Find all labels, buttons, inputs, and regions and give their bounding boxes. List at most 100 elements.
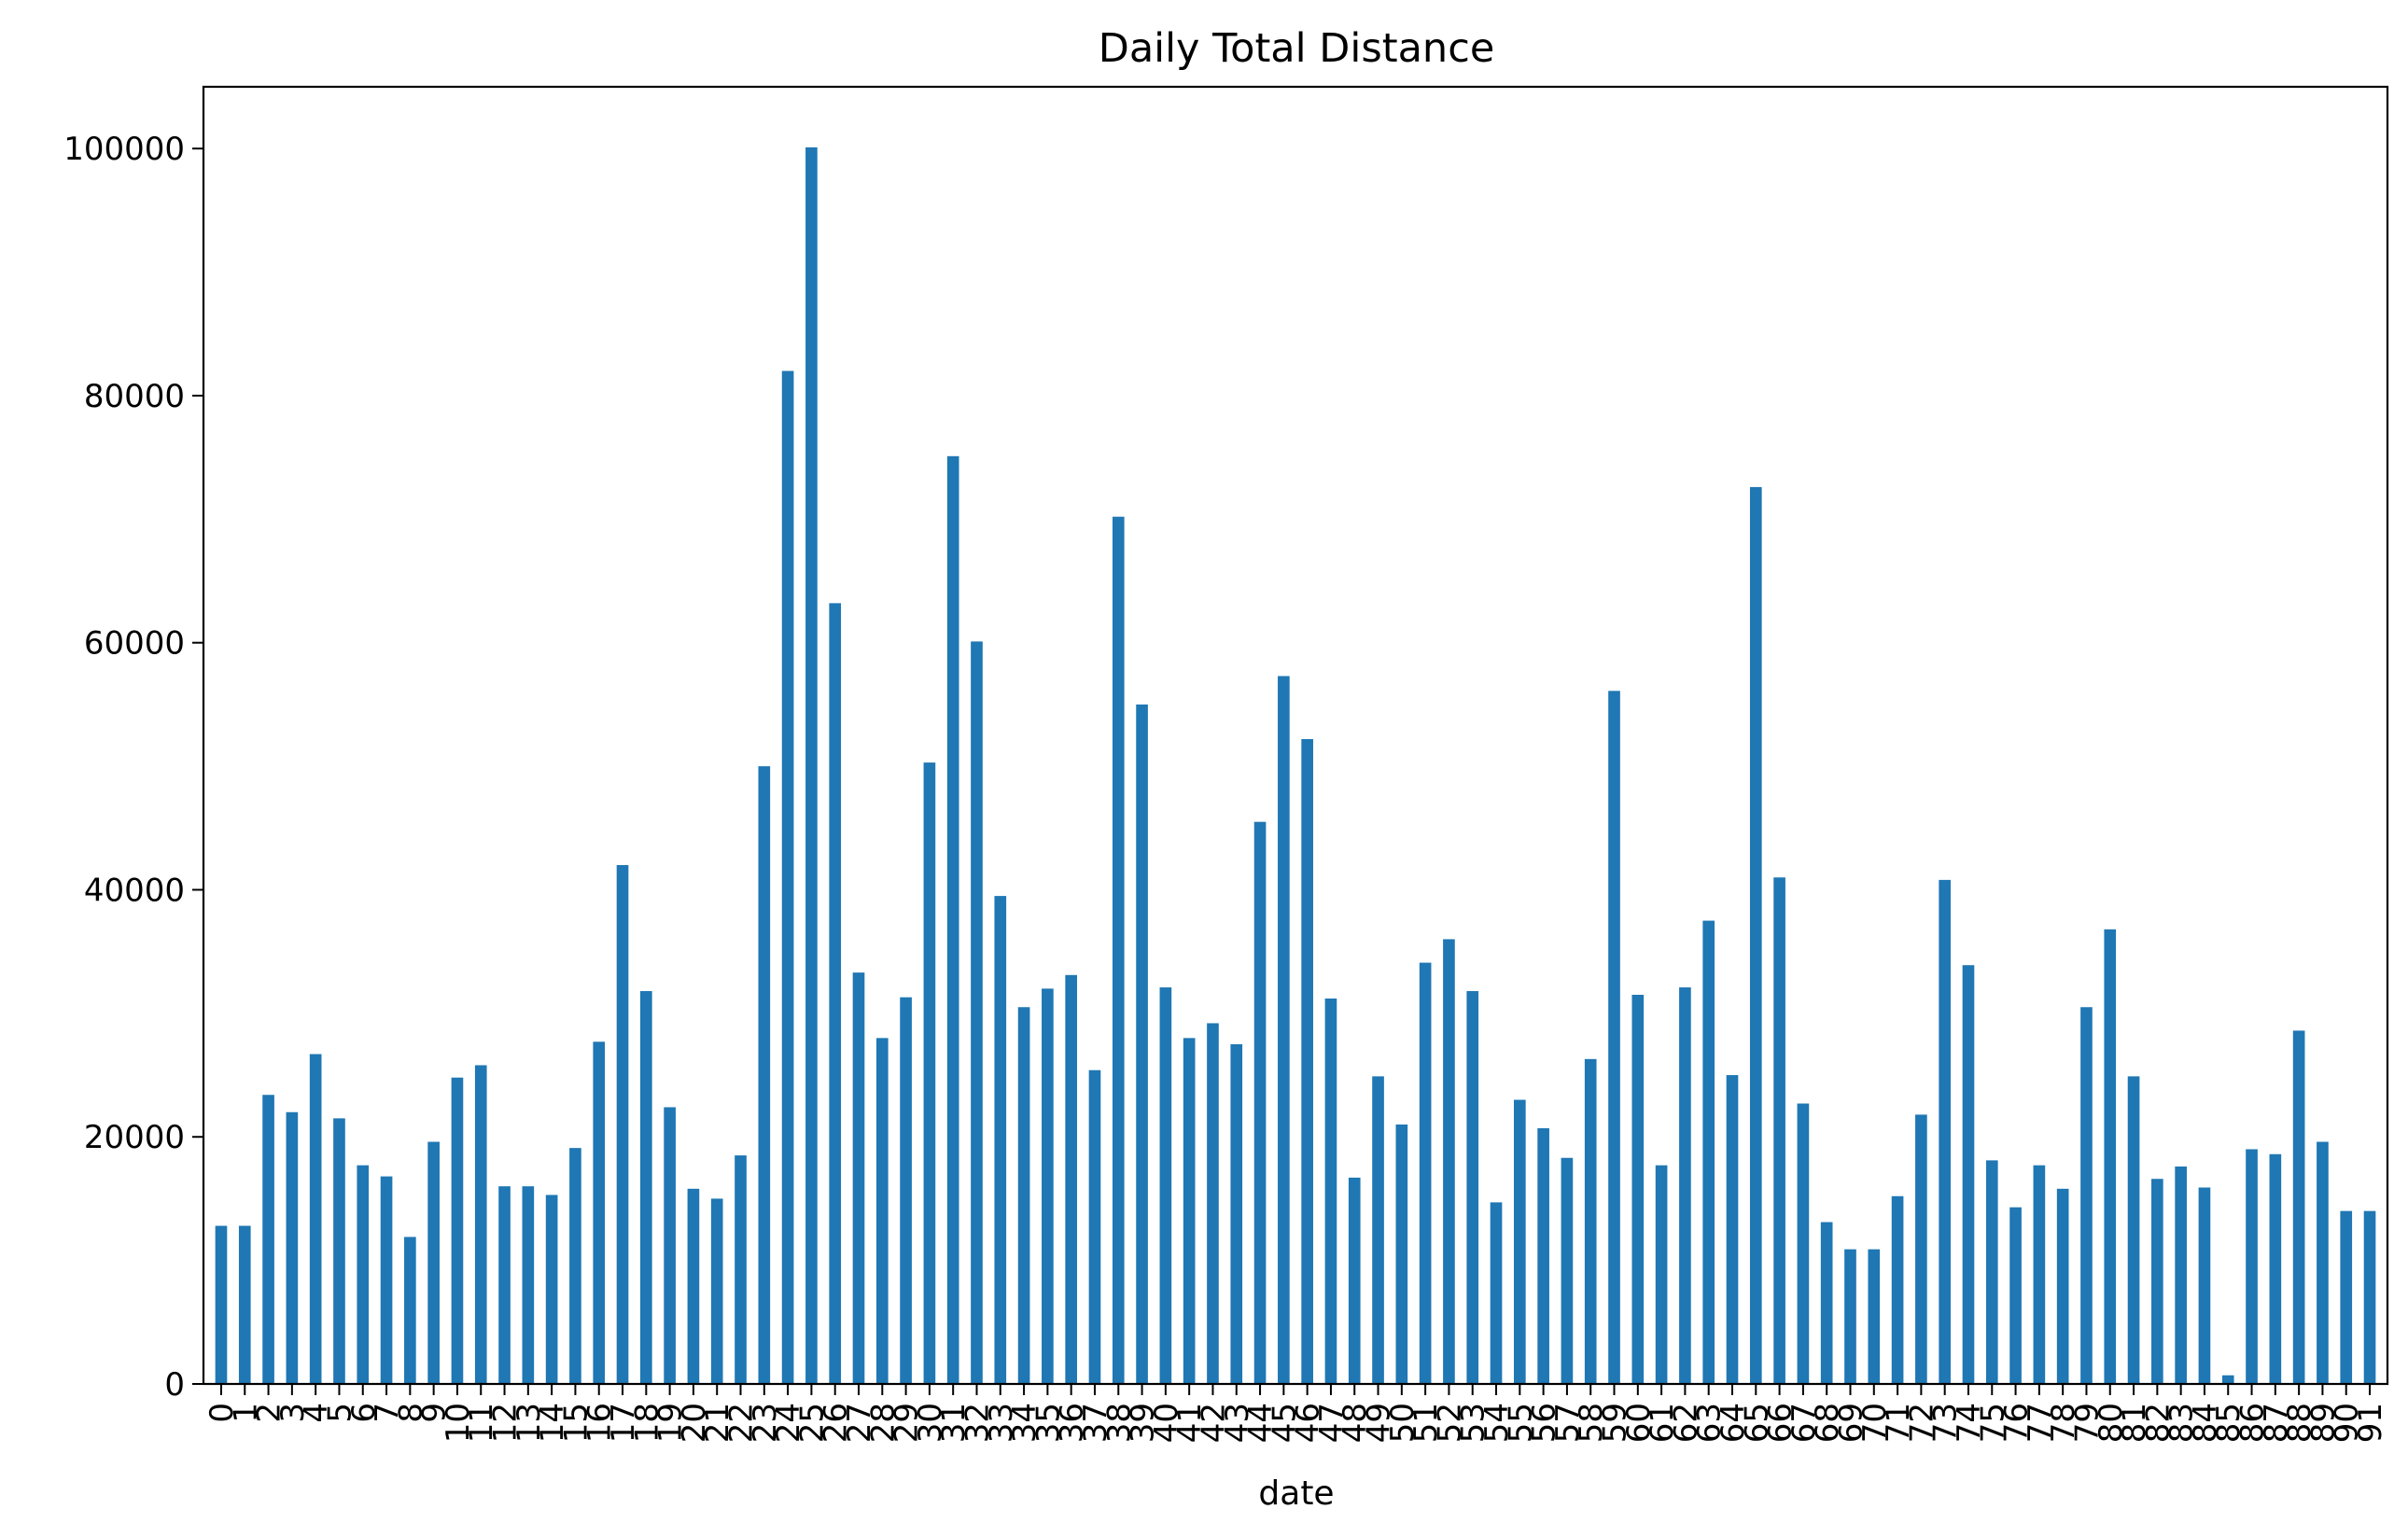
x-tick-label: 75	[1974, 1403, 2011, 1443]
x-tick-label: 84	[2187, 1403, 2224, 1443]
x-tick-label: 55	[1502, 1403, 1539, 1443]
x-tick-label: 67	[1785, 1403, 1823, 1443]
bar-85	[2221, 1375, 2234, 1384]
x-tick-label: 22	[723, 1403, 761, 1443]
x-tick-label: 32	[959, 1403, 996, 1443]
plot-frame	[202, 85, 2389, 1386]
x-tick-label: 35	[1029, 1403, 1067, 1443]
bar-11	[474, 1065, 487, 1384]
x-tick-label: 33	[983, 1403, 1020, 1443]
x-tick-label: 77	[2022, 1403, 2059, 1443]
bar-5	[333, 1118, 345, 1384]
bar-34	[1017, 1007, 1030, 1384]
bar-68	[1820, 1222, 1833, 1384]
x-tick-label: 76	[1998, 1403, 2036, 1443]
x-tick-label: 0	[203, 1403, 241, 1423]
y-tick-label: 40000	[84, 872, 185, 909]
x-tick-label: 82	[2139, 1403, 2177, 1443]
bar-27	[852, 972, 865, 1384]
bar-7	[380, 1176, 393, 1384]
bar-53	[1466, 991, 1479, 1384]
bar-76	[2009, 1207, 2022, 1384]
bar-60	[1631, 995, 1645, 1384]
bar-1	[238, 1225, 251, 1384]
x-tick-label: 81	[2116, 1403, 2153, 1443]
bar-33	[994, 896, 1007, 1384]
x-tick-label: 70	[1856, 1403, 1894, 1443]
x-tick-label: 37	[1077, 1403, 1114, 1443]
bar-84	[2198, 1187, 2211, 1384]
bar-91	[2363, 1210, 2376, 1384]
bar-44	[1253, 821, 1267, 1384]
bar-66	[1773, 877, 1785, 1384]
bar-24	[781, 370, 794, 1385]
x-tick-label: 83	[2163, 1403, 2201, 1443]
x-tick-label: 71	[1880, 1403, 1917, 1443]
bar-3	[286, 1111, 299, 1384]
bar-43	[1230, 1043, 1243, 1384]
y-tick-label: 60000	[84, 625, 185, 663]
bar-22	[735, 1155, 747, 1384]
x-tick-label: 50	[1384, 1403, 1421, 1443]
x-tick-label: 23	[747, 1403, 784, 1443]
x-tick-label: 9	[416, 1403, 454, 1423]
x-tick-label: 4	[298, 1403, 335, 1423]
x-tick-label: 6	[345, 1403, 383, 1423]
bar-30	[923, 762, 936, 1384]
x-tick-label: 46	[1290, 1403, 1327, 1443]
bar-72	[1915, 1114, 1927, 1384]
bar-17	[616, 865, 629, 1384]
x-tick-label: 52	[1431, 1403, 1468, 1443]
x-tick-label: 27	[841, 1403, 878, 1443]
x-tick-label: 17	[605, 1403, 642, 1443]
bar-69	[1844, 1249, 1856, 1384]
bar-8	[404, 1237, 416, 1384]
bar-74	[1962, 965, 1975, 1384]
x-tick-label: 12	[487, 1403, 525, 1443]
bar-25	[805, 147, 818, 1384]
bar-45	[1278, 676, 1290, 1384]
x-tick-label: 13	[511, 1403, 548, 1443]
bar-23	[758, 766, 771, 1384]
bar-70	[1868, 1249, 1881, 1384]
bar-14	[545, 1195, 558, 1384]
bar-83	[2175, 1167, 2187, 1384]
x-tick-label: 24	[770, 1403, 807, 1443]
bar-50	[1395, 1125, 1408, 1384]
x-tick-label: 79	[2068, 1403, 2106, 1443]
bar-31	[946, 455, 959, 1384]
bar-40	[1159, 987, 1172, 1384]
x-tick-label: 72	[1903, 1403, 1940, 1443]
bar-48	[1348, 1177, 1361, 1384]
bar-89	[2317, 1141, 2329, 1384]
x-tick-label: 3	[274, 1403, 312, 1423]
x-tick-label: 41	[1171, 1403, 1209, 1443]
bar-55	[1514, 1099, 1526, 1384]
x-tick-label: 62	[1667, 1403, 1704, 1443]
bar-10	[451, 1077, 464, 1384]
x-tick-label: 69	[1832, 1403, 1869, 1443]
x-tick-label: 1	[227, 1403, 264, 1423]
x-tick-label: 74	[1951, 1403, 1988, 1443]
bar-15	[569, 1148, 581, 1384]
x-tick-label: 45	[1266, 1403, 1303, 1443]
x-tick-label: 30	[912, 1403, 949, 1443]
x-tick-label: 5	[321, 1403, 358, 1423]
bar-19	[664, 1107, 676, 1384]
x-tick-label: 57	[1549, 1403, 1587, 1443]
bar-65	[1749, 486, 1762, 1384]
x-tick-label: 85	[2210, 1403, 2247, 1443]
x-tick-label: 20	[676, 1403, 713, 1443]
x-tick-label: 68	[1809, 1403, 1846, 1443]
bar-61	[1655, 1165, 1668, 1384]
x-tick-label: 42	[1195, 1403, 1232, 1443]
x-tick-label: 90	[2329, 1403, 2366, 1443]
bar-4	[309, 1054, 322, 1384]
bar-49	[1372, 1076, 1384, 1384]
x-tick-label: 36	[1054, 1403, 1091, 1443]
x-tick-label: 26	[818, 1403, 855, 1443]
x-tick-label: 11	[463, 1403, 500, 1443]
x-tick-label: 66	[1762, 1403, 1799, 1443]
bar-77	[2033, 1165, 2046, 1384]
bar-86	[2246, 1149, 2258, 1384]
